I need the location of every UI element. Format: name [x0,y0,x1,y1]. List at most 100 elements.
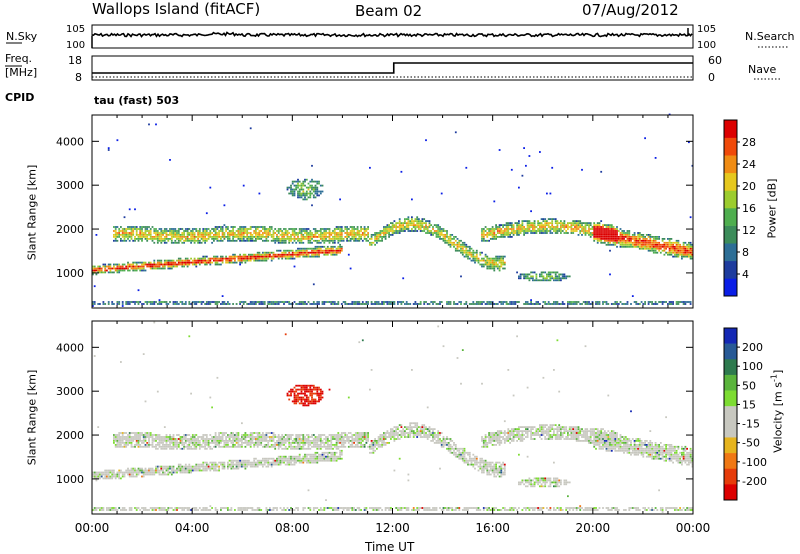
power-cell [486,255,489,258]
power-cell [255,236,257,238]
power-cell [311,253,313,256]
velocity-cell [167,438,170,440]
power-cell [510,226,513,228]
power-cell [677,245,680,248]
velocity-cell [139,434,142,436]
velocity-cell [158,509,161,511]
power-cell [198,241,201,244]
velocity-cell [277,459,280,462]
power-cell [265,255,268,258]
power-cell [484,226,487,228]
velocity-cell [118,434,121,436]
velocity-cell [228,445,231,448]
power-cell [489,263,492,266]
power-cell [307,255,310,258]
power-cell [439,234,441,236]
power-cell [248,303,250,305]
power-cell [470,259,473,262]
power-cell [379,303,382,305]
velocity-cell [99,471,101,474]
velocity-cell [144,434,147,436]
velocity-cell [221,461,224,464]
power-cell [246,303,249,305]
velocity-cell [214,469,217,472]
velocity-cell [125,432,128,434]
power-cell [600,230,603,232]
velocity-cell [116,438,119,440]
velocity-cell [97,426,100,428]
velocity-cell [276,436,278,438]
velocity-cell [177,442,180,444]
power-cell [565,275,568,278]
power-cell [258,301,261,303]
power-cell [162,267,164,270]
power-cell [605,239,608,242]
power-cell [423,226,426,228]
power-cell [223,257,226,260]
velocity-cell [120,477,122,480]
power-cell [416,230,419,232]
velocity-cell [214,434,217,436]
power-cell [617,303,620,305]
power-cell [446,232,448,234]
power-cell [99,265,101,268]
power-cell [556,301,559,303]
power-cell [314,192,317,195]
power-cell [526,301,529,303]
power-cell [525,273,527,276]
velocity-cell [295,459,298,462]
power-cell [232,236,234,238]
velocity-cell [146,432,149,434]
power-cell [376,232,378,234]
power-cell [598,222,601,224]
power-cell [283,303,285,305]
power-cell [539,228,541,230]
power-cell [102,265,105,268]
power-cell [526,226,529,228]
power-cell [297,192,299,195]
velocity-cell [172,438,175,440]
power-cell [367,234,369,236]
power-cell [297,238,299,240]
power-cell [307,196,310,199]
power-cell [516,301,518,303]
velocity-cell [202,434,205,436]
velocity-cell [104,477,107,480]
velocity-cell [142,507,145,509]
power-cell [491,226,494,228]
power-cell [358,230,361,232]
power-cell [600,226,603,228]
velocity-cell [106,475,108,478]
power-cell [453,243,455,246]
power-cell [505,226,508,228]
velocity-cell [281,457,284,460]
power-cell [204,236,206,238]
power-cell [148,238,150,240]
power-cell [307,228,310,230]
power-cell [400,222,403,224]
power-cell [530,222,532,224]
power-cell [551,226,554,228]
power-cell [556,232,559,234]
velocity-cell [176,442,178,444]
power-cell [120,230,122,232]
power-cell [361,239,364,242]
velocity-cell [142,445,145,448]
velocity-cell [283,447,285,450]
power-cell [472,251,475,254]
power-cell [353,238,355,240]
power-cell [509,224,511,226]
velocity-cell [267,444,270,446]
power-cell [123,267,126,270]
power-cell [305,249,308,252]
power-cell [295,255,298,258]
velocity-cell [295,402,298,405]
power-cell [435,232,438,234]
velocity-cell [158,434,161,436]
power-cell [255,234,257,236]
power-cell [267,255,270,258]
velocity-cell [128,432,131,434]
power-cell [114,269,117,272]
power-cell [381,236,383,238]
power-cell [619,239,622,242]
